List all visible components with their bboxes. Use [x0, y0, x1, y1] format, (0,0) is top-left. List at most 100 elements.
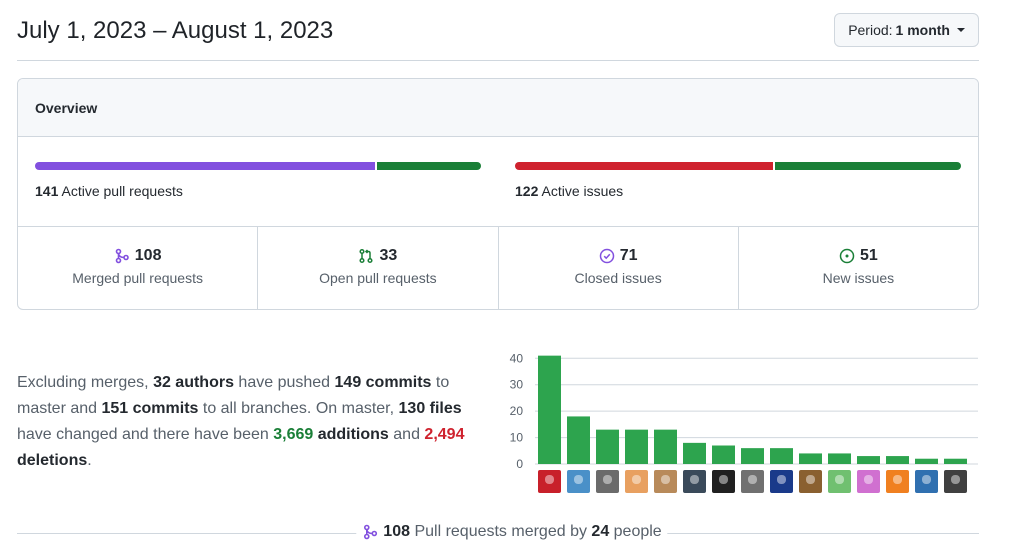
- merged-pr-icon: [115, 248, 129, 264]
- contributor-avatar[interactable]: [567, 470, 590, 493]
- avatar-face: [922, 475, 931, 484]
- contributor-avatar[interactable]: [944, 470, 967, 493]
- files-changed-count: 130 files: [398, 400, 462, 417]
- active-issues-count: 122: [515, 183, 539, 199]
- commit-bar: [596, 429, 619, 464]
- commit-bar: [741, 448, 764, 464]
- y-tick-label: 20: [510, 404, 524, 418]
- y-tick-label: 30: [510, 378, 524, 392]
- commit-bar: [770, 448, 793, 464]
- commit-bar: [567, 416, 590, 464]
- contributor-avatar[interactable]: [915, 470, 938, 493]
- contributors-commit-chart: 0 10 20 30 40: [510, 351, 978, 493]
- merged-pr-segment: [35, 162, 375, 170]
- contributor-avatar[interactable]: [538, 470, 561, 493]
- summary-text: Excluding merges,: [17, 374, 154, 391]
- commit-bar: [915, 458, 938, 464]
- contributor-avatar[interactable]: [683, 470, 706, 493]
- additions-count: 3,669: [273, 426, 314, 443]
- stat-closed-issues[interactable]: 71 Closed issues: [499, 227, 739, 309]
- avatar-face: [893, 475, 902, 484]
- commit-bar: [944, 458, 967, 464]
- stat-label: Open pull requests: [319, 270, 437, 286]
- stat-label: New issues: [822, 270, 895, 286]
- stat-value: 51: [859, 247, 878, 264]
- summary-text: to master and: [17, 374, 450, 417]
- contributor-avatar[interactable]: [799, 470, 822, 493]
- footer-text: people: [609, 523, 662, 540]
- stat-new-issues[interactable]: 51 New issues: [739, 227, 978, 309]
- active-pull-requests-summary[interactable]: 141 Active pull requests: [35, 162, 481, 199]
- pull-requests-ratio-bar: [35, 162, 481, 170]
- merged-pr-total: 108: [383, 523, 410, 540]
- y-tick-label: 0: [516, 457, 523, 471]
- contributor-avatar[interactable]: [828, 470, 851, 493]
- commit-bar: [538, 355, 561, 464]
- overview-title: Overview: [18, 79, 978, 137]
- summary-text: have pushed: [233, 374, 335, 391]
- stat-open-pull-requests[interactable]: 33 Open pull requests: [258, 227, 499, 309]
- overview-bars: 141 Active pull requests 122 Active issu…: [18, 137, 978, 227]
- commit-bar: [799, 453, 822, 464]
- commit-bar: [625, 429, 648, 464]
- additions-label: additions: [313, 426, 389, 443]
- issues-ratio-bar: [515, 162, 961, 170]
- avatar-face: [661, 475, 670, 484]
- contributor-avatar[interactable]: [596, 470, 619, 493]
- avatar-face: [835, 475, 844, 484]
- footer-text: Pull requests merged by: [409, 523, 592, 540]
- avatar-face: [545, 475, 554, 484]
- deletions-label: deletions: [17, 452, 88, 469]
- contributor-avatar[interactable]: [770, 470, 793, 493]
- commit-summary: Excluding merges, 32 authors have pushed…: [17, 370, 487, 474]
- commit-bar: [654, 429, 677, 464]
- commit-bar: [886, 456, 909, 464]
- active-issues-label: Active issues: [541, 183, 624, 199]
- commit-bar: [828, 453, 851, 464]
- contributor-avatar[interactable]: [625, 470, 648, 493]
- active-issues-caption: 122 Active issues: [515, 183, 961, 199]
- overview-box: Overview 141 Active pull requests 122 Ac…: [17, 78, 979, 310]
- new-issues-segment: [775, 162, 961, 170]
- merged-by-summary: 108 Pull requests merged by 24 people: [356, 523, 668, 541]
- active-issues-summary[interactable]: 122 Active issues: [515, 162, 961, 199]
- contributor-avatar[interactable]: [857, 470, 880, 493]
- contributor-avatar[interactable]: [741, 470, 764, 493]
- open-pr-icon: [359, 248, 374, 264]
- avatar-face: [603, 475, 612, 484]
- period-dropdown-button[interactable]: Period: 1 month: [834, 13, 979, 47]
- stat-value: 71: [619, 247, 638, 264]
- commits-all-count: 151 commits: [101, 400, 199, 417]
- date-range-title: July 1, 2023 – August 1, 2023: [17, 17, 334, 44]
- avatar-face: [574, 475, 583, 484]
- page-header: July 1, 2023 – August 1, 2023 Period: 1 …: [17, 0, 979, 61]
- commit-bar: [683, 442, 706, 464]
- active-pull-requests-caption: 141 Active pull requests: [35, 183, 481, 199]
- stat-value: 33: [379, 247, 398, 264]
- active-pr-label: Active pull requests: [61, 183, 183, 199]
- contributor-avatar[interactable]: [712, 470, 735, 493]
- y-tick-label: 10: [510, 431, 524, 445]
- open-pr-segment: [377, 162, 481, 170]
- overview-stats: 108 Merged pull requests 33 Open pull re…: [18, 227, 978, 309]
- contributor-avatar[interactable]: [654, 470, 677, 493]
- stat-label: Merged pull requests: [72, 270, 203, 286]
- period-prefix: Period:: [848, 22, 893, 38]
- closed-issues-segment: [515, 162, 773, 170]
- authors-link[interactable]: 32 authors: [153, 374, 234, 391]
- contributor-avatar[interactable]: [886, 470, 909, 493]
- stat-label: Closed issues: [574, 270, 662, 286]
- avatar-face: [777, 475, 786, 484]
- deletions-count: 2,494: [424, 426, 465, 443]
- people-count: 24: [591, 523, 610, 540]
- summary-text: have changed and there have been: [17, 426, 274, 443]
- commits-master-count: 149 commits: [334, 374, 432, 391]
- y-tick-label: 40: [510, 351, 524, 365]
- stat-merged-pull-requests[interactable]: 108 Merged pull requests: [18, 227, 259, 309]
- summary-text: to all branches. On master,: [198, 400, 399, 417]
- avatar-face: [864, 475, 873, 484]
- period-value: 1 month: [895, 22, 950, 38]
- avatar-face: [748, 475, 757, 484]
- avatar-face: [690, 475, 699, 484]
- avatar-face: [806, 475, 815, 484]
